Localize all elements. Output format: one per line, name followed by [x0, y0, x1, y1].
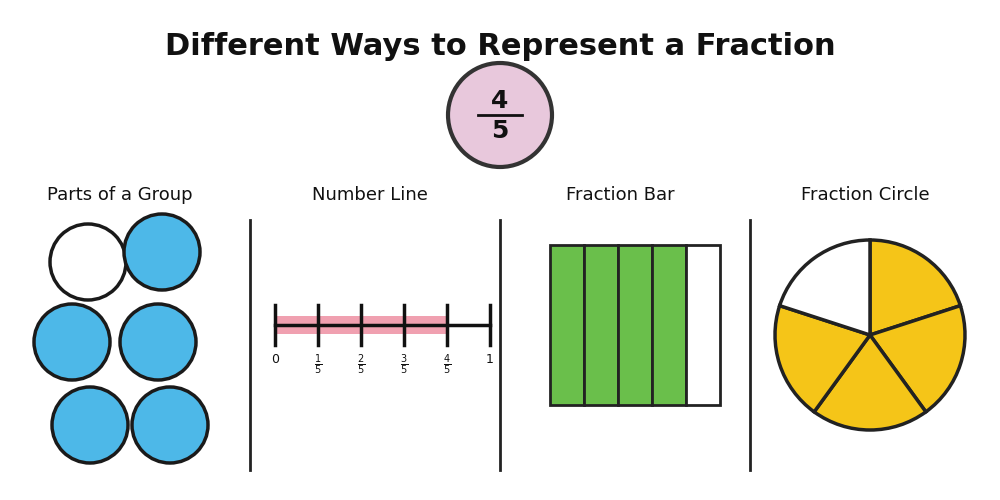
Bar [686, 245, 720, 405]
Text: 1: 1 [486, 353, 494, 366]
Circle shape [50, 224, 126, 300]
Text: $\frac{3}{5}$: $\frac{3}{5}$ [400, 353, 408, 378]
Text: Fraction Bar: Fraction Bar [566, 186, 674, 204]
Text: 5: 5 [491, 119, 509, 143]
Text: $\frac{2}{5}$: $\frac{2}{5}$ [357, 353, 365, 378]
Circle shape [124, 214, 200, 290]
Circle shape [120, 304, 196, 380]
Wedge shape [870, 306, 965, 412]
Bar [652, 245, 686, 405]
Wedge shape [870, 240, 960, 335]
Text: Fraction Circle: Fraction Circle [801, 186, 929, 204]
Bar [584, 245, 618, 405]
Text: $\frac{4}{5}$: $\frac{4}{5}$ [443, 353, 451, 378]
Text: 4: 4 [491, 89, 509, 113]
Circle shape [52, 387, 128, 463]
Bar [618, 245, 652, 405]
Circle shape [448, 63, 552, 167]
Wedge shape [814, 335, 926, 430]
Bar [550, 245, 584, 405]
Text: $\frac{1}{5}$: $\frac{1}{5}$ [314, 353, 322, 378]
Bar [275, 316, 447, 334]
Text: Parts of a Group: Parts of a Group [47, 186, 193, 204]
Text: Different Ways to Represent a Fraction: Different Ways to Represent a Fraction [165, 32, 835, 61]
Text: 0: 0 [271, 353, 279, 366]
Circle shape [34, 304, 110, 380]
Circle shape [132, 387, 208, 463]
Wedge shape [780, 240, 870, 335]
Wedge shape [775, 306, 870, 412]
Text: Number Line: Number Line [312, 186, 428, 204]
